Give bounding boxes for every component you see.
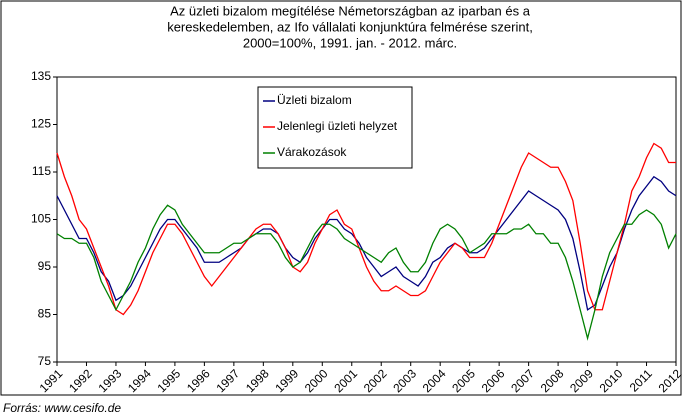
y-tick-label: 105 [31,212,51,226]
chart-title: kereskedelemben, az Ifo vállalati konjun… [167,19,533,34]
y-tick-label: 135 [31,69,51,83]
legend-box [257,86,413,169]
legend-label: Jelenlegi üzleti helyzet [277,119,398,133]
y-tick-label: 125 [31,117,51,131]
source-note: Forrás: www.cesifo.de [3,401,121,415]
series-line [56,175,677,311]
y-tick-label: 115 [32,164,51,178]
legend-label: Várakozások [277,145,347,159]
series-line [56,142,676,316]
series-line [56,204,677,341]
y-tick-label: 95 [38,259,52,273]
chart-border [0,0,682,396]
chart-title: Az üzleti bizalom megítélése Németország… [170,3,531,18]
y-tick-label: 85 [38,307,52,321]
chart-title: 2000=100%, 1991. jan. - 2012. márc. [243,35,457,50]
y-tick-label: 75 [38,354,52,368]
legend-label: Üzleti bizalom [277,93,352,107]
